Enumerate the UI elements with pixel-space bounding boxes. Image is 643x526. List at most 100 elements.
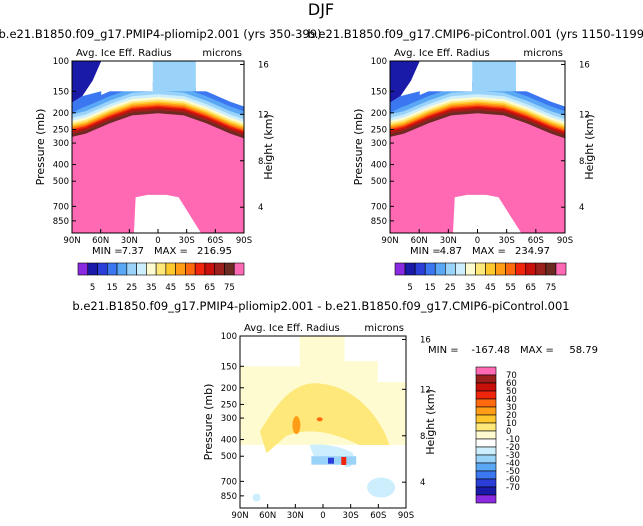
colorbar-swatch bbox=[455, 262, 466, 276]
negative-blob bbox=[252, 493, 261, 502]
x-tick-label: 0 bbox=[320, 511, 325, 521]
contour-band-max bbox=[72, 113, 244, 233]
y-tick-label: 100 bbox=[53, 57, 69, 67]
colorbar-label: -30 bbox=[506, 451, 520, 461]
colorbar-label: 10 bbox=[506, 419, 517, 429]
polar-patch bbox=[390, 61, 420, 103]
height-tick-label: 8 bbox=[579, 157, 584, 167]
colorbar-swatch bbox=[136, 262, 147, 276]
colorbar-swatch bbox=[414, 262, 426, 276]
x-tick-label: 60S bbox=[370, 511, 386, 521]
colorbar-swatch bbox=[555, 262, 567, 276]
polar-patch bbox=[72, 61, 102, 103]
max-label: MAX = bbox=[472, 246, 506, 257]
colorbar-swatch bbox=[545, 262, 557, 276]
colorbar-label: 15 bbox=[107, 283, 118, 293]
y-tick-label: 200 bbox=[53, 109, 69, 119]
colorbar-swatch bbox=[475, 430, 497, 440]
variable-label: Avg. Ice Eff. Radius bbox=[394, 48, 490, 59]
colorbar-label: 75 bbox=[224, 283, 235, 293]
y-tick-label: 700 bbox=[53, 202, 69, 212]
colorbar-swatch bbox=[485, 262, 496, 276]
x-tick-label: 60N bbox=[411, 236, 428, 246]
colorbar-swatch bbox=[394, 262, 406, 276]
missing-region bbox=[377, 361, 406, 382]
colorbar-label: -60 bbox=[506, 475, 520, 485]
units-label: microns bbox=[202, 48, 242, 59]
min-value: -167.48 bbox=[471, 345, 510, 356]
max-value: 234.97 bbox=[515, 246, 550, 257]
colorbar-label: 15 bbox=[425, 283, 436, 293]
colorbar-label: -20 bbox=[506, 443, 520, 453]
y-axis-label: Pressure (mb) bbox=[352, 109, 365, 186]
colorbar-swatch bbox=[106, 262, 118, 276]
colorbar-swatch bbox=[505, 262, 517, 276]
y-tick-label: 150 bbox=[53, 87, 69, 97]
colorbar-swatch bbox=[465, 262, 476, 276]
colorbar-swatch bbox=[233, 262, 245, 276]
y-tick-label: 400 bbox=[221, 436, 237, 446]
variable-label: Avg. Ice Eff. Radius bbox=[244, 323, 340, 334]
colorbar-swatch bbox=[475, 478, 497, 488]
height-axis-label: Height (km) bbox=[424, 389, 437, 455]
colorbar-swatch bbox=[77, 262, 89, 276]
y-tick-label: 150 bbox=[221, 362, 237, 372]
colorbar-swatch bbox=[424, 262, 436, 276]
upper-band bbox=[472, 61, 516, 92]
y-tick-label: 850 bbox=[221, 492, 237, 502]
x-tick-label: 90S bbox=[557, 236, 573, 246]
height-tick-label: 4 bbox=[258, 203, 263, 213]
colorbar-swatch bbox=[475, 462, 497, 472]
colorbar-swatch bbox=[97, 262, 108, 276]
colorbar-label: 5 bbox=[407, 283, 412, 293]
x-tick-label: 30N bbox=[287, 511, 304, 521]
colorbar-label: 65 bbox=[525, 283, 536, 293]
plot-area bbox=[240, 336, 406, 508]
y-tick-label: 300 bbox=[221, 414, 237, 424]
negative-blob bbox=[367, 477, 396, 498]
x-tick-label: 90N bbox=[381, 236, 398, 246]
colorbar-swatch bbox=[116, 262, 128, 276]
y-axis-label: Pressure (mb) bbox=[34, 109, 47, 186]
y-tick-label: 500 bbox=[53, 177, 69, 187]
missing-region bbox=[195, 61, 244, 92]
colorbar-label: 0 bbox=[506, 427, 511, 437]
x-tick-label: 30N bbox=[121, 236, 138, 246]
panel-title: b.e21.B1850.f09_g17.PMIP4-pliomip2.001 -… bbox=[72, 299, 569, 313]
colorbar-label: 45 bbox=[165, 283, 176, 293]
y-tick-label: 400 bbox=[53, 161, 69, 171]
height-axis-label: Height (km) bbox=[583, 114, 596, 180]
y-tick-label: 200 bbox=[221, 384, 237, 394]
plot-area bbox=[72, 61, 244, 233]
max-label: MAX = bbox=[520, 345, 554, 356]
colorbar-label: 35 bbox=[146, 283, 157, 293]
colorbar-swatch bbox=[175, 262, 186, 276]
y-tick-label: 250 bbox=[371, 125, 387, 135]
colorbar-swatch bbox=[126, 262, 137, 276]
variable-label: Avg. Ice Eff. Radius bbox=[76, 48, 172, 59]
height-tick-label: 4 bbox=[420, 478, 425, 488]
surface-mask bbox=[133, 194, 201, 233]
height-tick-label: 12 bbox=[258, 110, 269, 120]
colorbar-label: -40 bbox=[506, 459, 520, 469]
x-tick-label: 30S bbox=[499, 236, 515, 246]
colorbar-swatch bbox=[475, 406, 497, 416]
x-tick-label: 0 bbox=[155, 236, 160, 246]
colorbar-swatch bbox=[214, 262, 225, 276]
anomaly-peak bbox=[316, 417, 323, 422]
surface-mask bbox=[453, 194, 522, 233]
colorbar-label: 25 bbox=[126, 283, 137, 293]
y-tick-label: 300 bbox=[53, 139, 69, 149]
y-tick-label: 500 bbox=[221, 452, 237, 462]
missing-region bbox=[421, 61, 473, 92]
colorbar-swatch bbox=[146, 262, 157, 276]
colorbar-swatch bbox=[475, 366, 497, 376]
colorbar-swatch bbox=[224, 262, 235, 276]
max-value: 58.79 bbox=[569, 345, 598, 356]
surface-mask bbox=[288, 466, 363, 508]
units-label: microns bbox=[523, 48, 563, 59]
colorbar-swatch bbox=[475, 262, 486, 276]
plot-area bbox=[390, 61, 565, 233]
colorbar-label: -50 bbox=[506, 467, 520, 477]
